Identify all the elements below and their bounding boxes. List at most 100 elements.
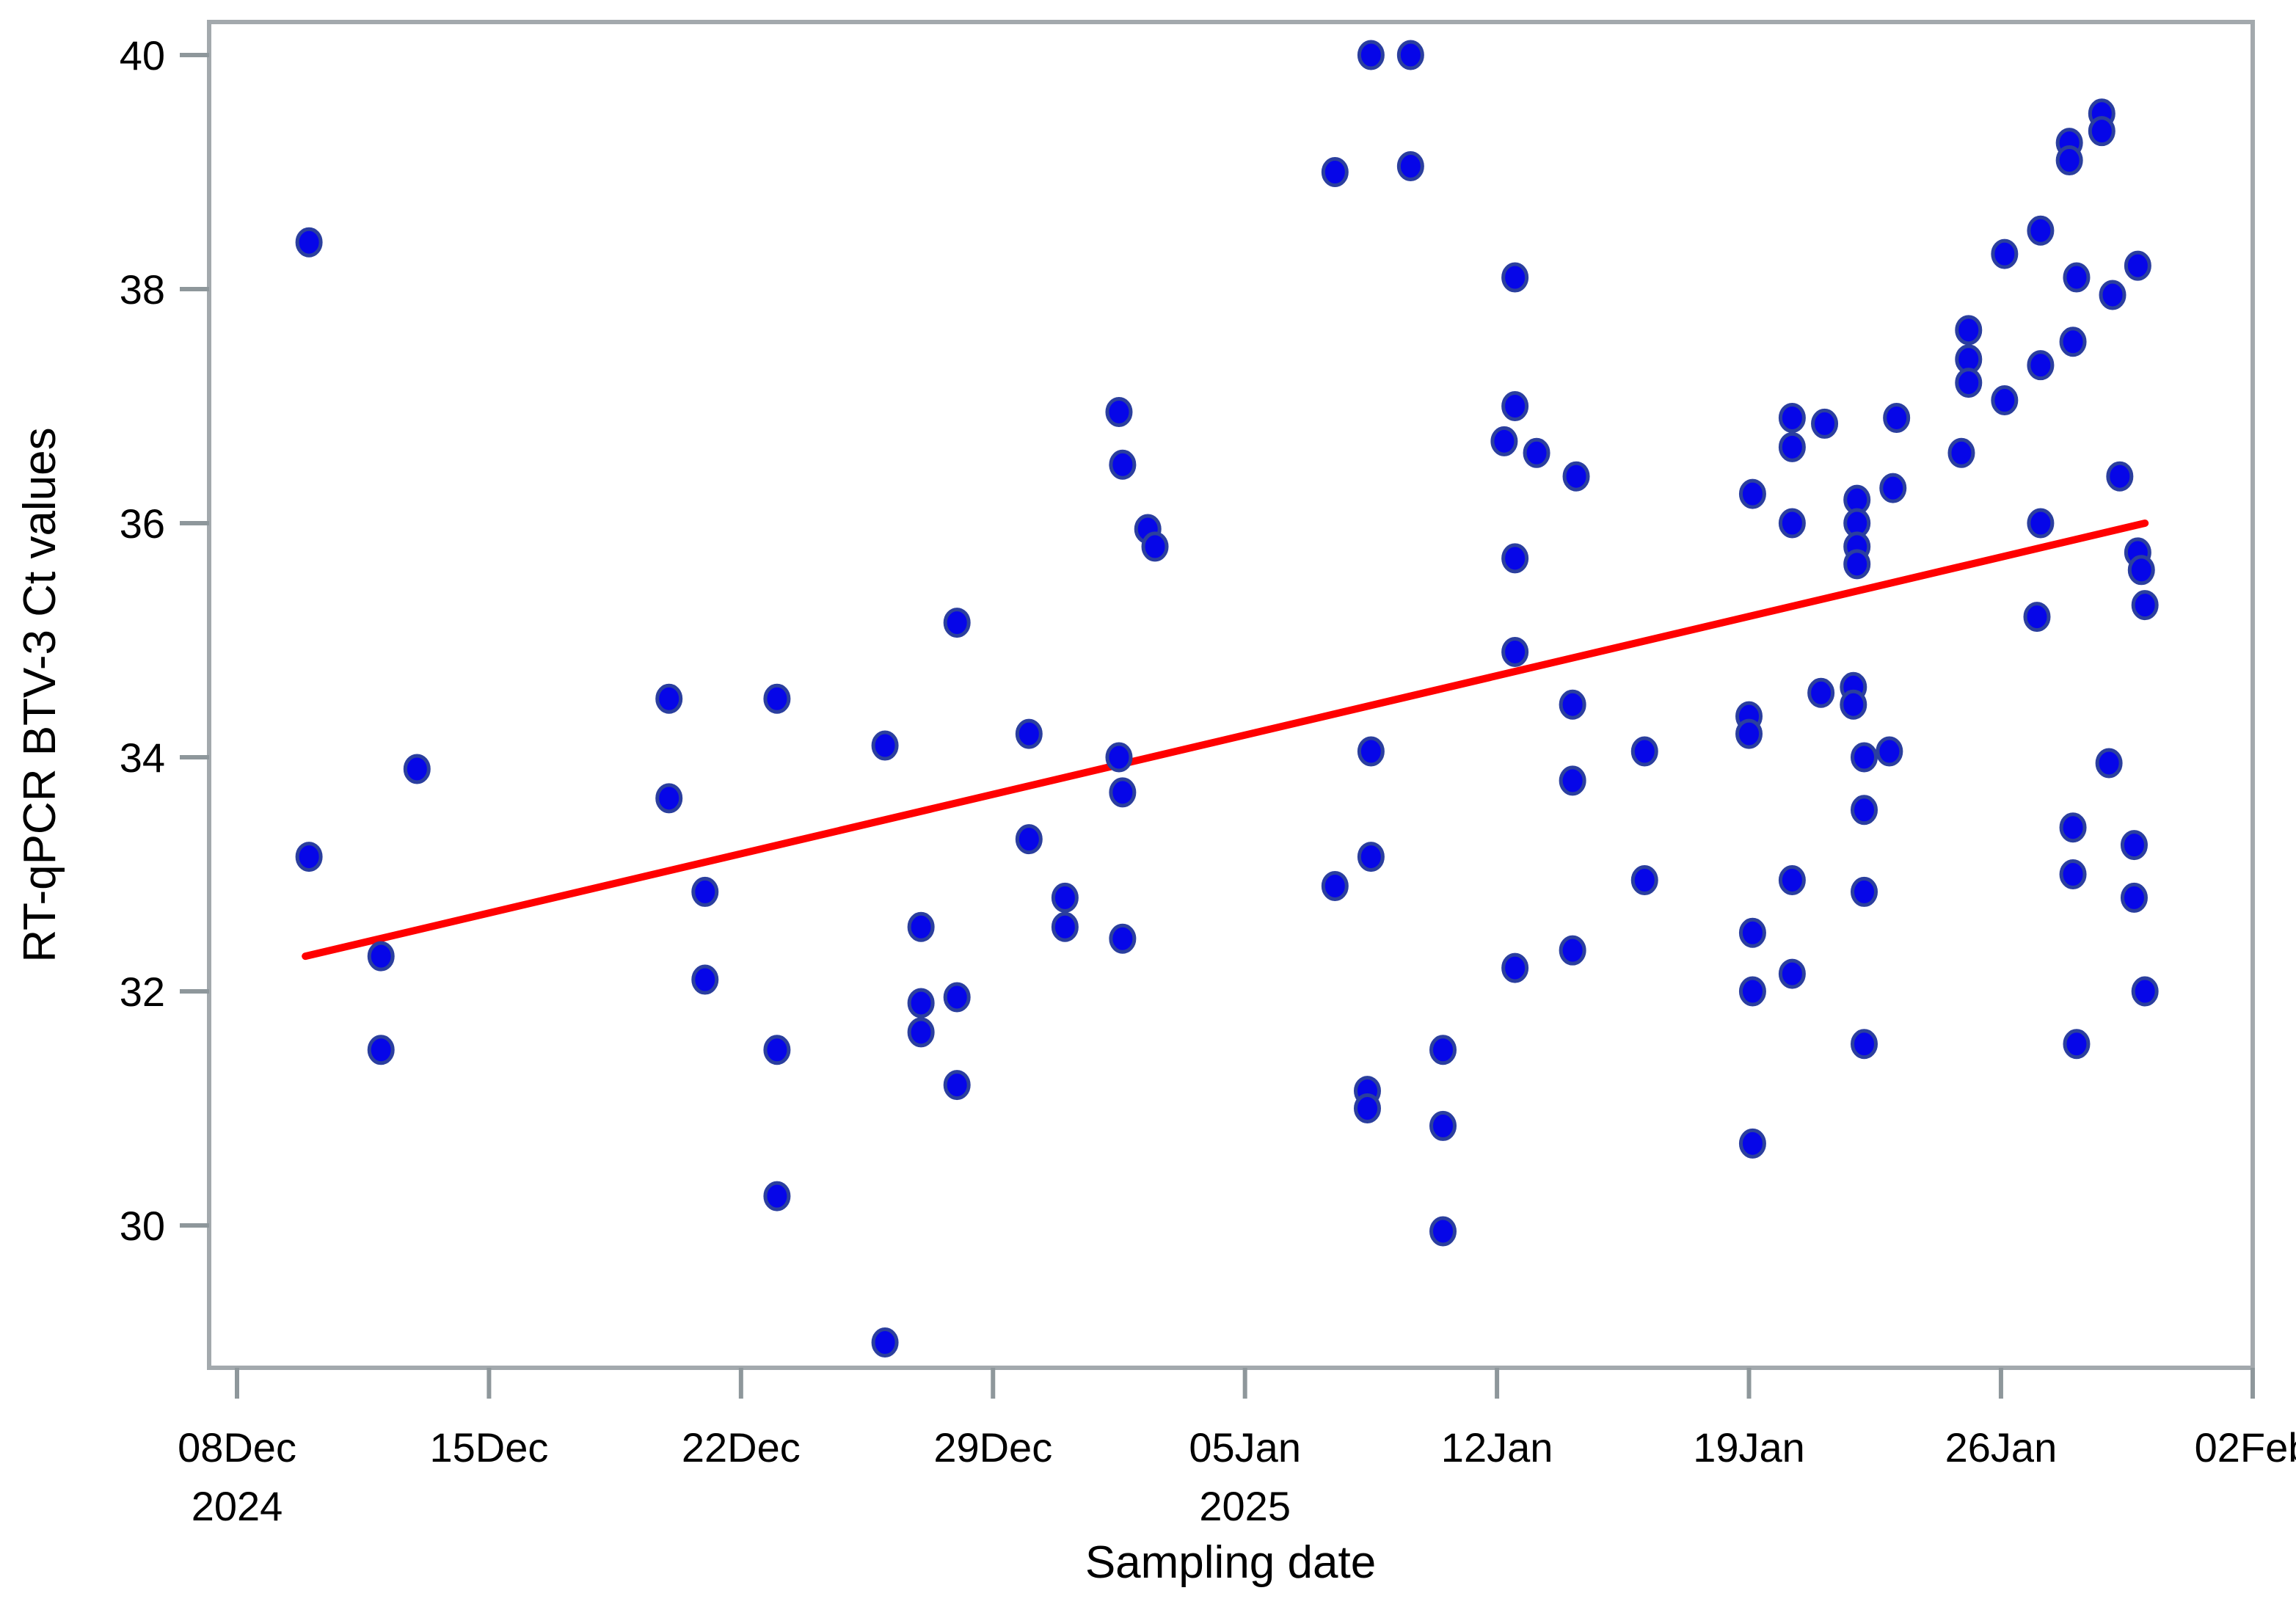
data-point [1559, 935, 1586, 966]
data-point [1501, 543, 1529, 574]
data-point [1562, 461, 1590, 492]
data-point [1501, 262, 1529, 293]
data-point [1396, 151, 1424, 182]
x-tick-label: 05Jan [1189, 1424, 1301, 1471]
data-point [2063, 1029, 2091, 1060]
data-point [2055, 145, 2083, 176]
data-point [1357, 736, 1385, 767]
x-tick-year-label: 2025 [1199, 1483, 1291, 1529]
data-point [1630, 864, 1658, 895]
data-point [1559, 689, 1586, 720]
data-point [2063, 262, 2091, 293]
y-tick-label: 38 [120, 266, 165, 313]
data-point [1807, 677, 1835, 708]
data-point [691, 876, 719, 907]
data-point [2059, 859, 2087, 889]
data-point [1559, 765, 1586, 796]
data-point [1523, 437, 1550, 468]
x-tick-label: 22Dec [682, 1424, 801, 1471]
data-point [295, 227, 323, 258]
data-point [1947, 437, 1975, 468]
data-point [2124, 250, 2151, 281]
y-axis-title: RT-qPCR BTV-3 Ct values [15, 427, 65, 962]
data-point [1321, 157, 1349, 187]
data-point [763, 683, 791, 714]
x-tick-label: 29Dec [933, 1424, 1052, 1471]
x-tick-year-label: 2024 [192, 1483, 283, 1529]
data-point [1501, 952, 1529, 983]
data-point [1429, 1216, 1457, 1247]
data-point [1778, 402, 1806, 433]
data-point [1735, 718, 1763, 749]
data-point [1851, 795, 1878, 826]
data-point [1851, 742, 1878, 773]
data-point [1051, 882, 1079, 913]
data-point [2059, 812, 2087, 843]
data-point [1991, 238, 2019, 269]
data-point [403, 754, 431, 784]
data-point [943, 982, 971, 1013]
data-point [1357, 842, 1385, 872]
data-point [1738, 478, 1766, 509]
data-point [1109, 449, 1137, 480]
data-point [1105, 396, 1133, 427]
data-point [1955, 315, 1983, 346]
data-point [2027, 215, 2055, 246]
data-point [1778, 431, 1806, 462]
data-point [1051, 911, 1079, 942]
x-tick-label: 26Jan [1945, 1424, 2058, 1471]
data-point [1778, 508, 1806, 539]
data-point [943, 608, 971, 638]
data-point [655, 683, 683, 714]
data-point [1357, 40, 1385, 70]
data-point [2131, 976, 2159, 1007]
data-point [943, 1070, 971, 1101]
data-point [2059, 327, 2087, 357]
data-point [367, 1035, 395, 1065]
data-point [1109, 923, 1137, 954]
data-point [2120, 882, 2148, 913]
data-point [1490, 426, 1518, 456]
x-tick-label: 19Jan [1693, 1424, 1805, 1471]
data-point [1883, 402, 1911, 433]
data-point [1991, 385, 2019, 416]
data-point [1396, 40, 1424, 70]
x-tick-label: 15Dec [429, 1424, 548, 1471]
data-point [763, 1035, 791, 1065]
x-tick-label: 08Dec [178, 1424, 296, 1471]
trend-line [302, 520, 2149, 961]
data-point [1738, 917, 1766, 948]
y-tick-label: 34 [120, 735, 165, 781]
data-point [1141, 531, 1169, 562]
data-point [1778, 864, 1806, 895]
data-point [2095, 748, 2123, 779]
data-point [1321, 870, 1349, 901]
data-point [1843, 549, 1871, 580]
data-point [1105, 742, 1133, 773]
data-point [907, 911, 935, 942]
data-point [2027, 508, 2055, 539]
data-point [2099, 280, 2126, 310]
data-point [871, 730, 899, 761]
y-tick-label: 30 [120, 1203, 165, 1249]
data-point [1429, 1035, 1457, 1065]
data-point [1353, 1093, 1381, 1123]
data-point [655, 783, 683, 814]
data-point [691, 964, 719, 995]
data-point [2027, 350, 2055, 381]
x-tick-label: 02Feb [2195, 1424, 2296, 1471]
axis-ticks [180, 53, 2255, 1399]
data-point [907, 988, 935, 1019]
axis-tick-labels: 08Dec 2024 15Dec 22Dec 29Dec 05Jan 2025 12Jan 19… [120, 32, 2296, 1529]
data-point [367, 941, 395, 972]
data-point [2131, 590, 2159, 621]
data-point [1778, 958, 1806, 989]
y-tick-label: 36 [120, 500, 165, 547]
trend-line-layer [302, 520, 2149, 961]
data-point [2120, 830, 2148, 861]
data-points-layer [295, 40, 2159, 1358]
data-point [295, 842, 323, 872]
data-point [1851, 876, 1878, 907]
